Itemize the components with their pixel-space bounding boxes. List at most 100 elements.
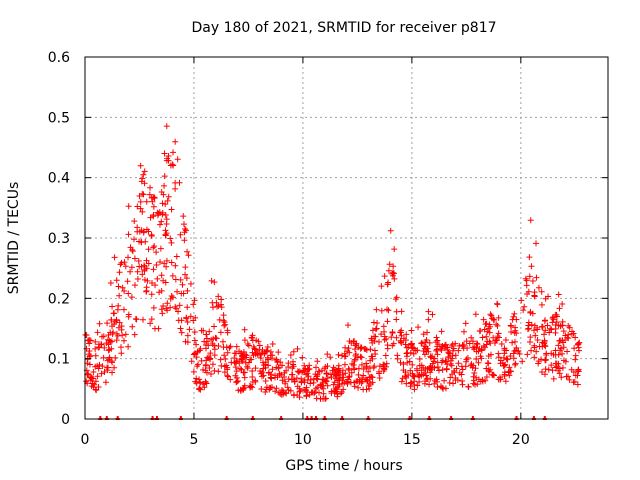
- x-tick-label: 15: [403, 432, 421, 448]
- data-point: [469, 364, 476, 371]
- data-point: [269, 366, 276, 373]
- data-point: [534, 326, 541, 333]
- y-tick-label: 0.4: [48, 171, 70, 187]
- data-point: [206, 328, 213, 335]
- data-point: [224, 349, 231, 356]
- data-point: [509, 316, 516, 323]
- data-point: [241, 384, 248, 391]
- data-point: [174, 288, 181, 295]
- data-point: [452, 352, 459, 359]
- data-point: [524, 351, 531, 358]
- data-point: [530, 327, 537, 334]
- data-point: [384, 318, 391, 325]
- data-point: [291, 378, 298, 385]
- data-point: [118, 259, 125, 266]
- data-point: [378, 283, 385, 290]
- data-point: [531, 342, 538, 349]
- data-point: [92, 352, 99, 359]
- data-point: [232, 364, 239, 371]
- data-point: [203, 335, 210, 342]
- data-point: [132, 315, 139, 322]
- data-point: [208, 277, 215, 284]
- data-point: [285, 364, 292, 371]
- data-point: [468, 361, 475, 368]
- data-point: [328, 374, 335, 381]
- data-point: [552, 311, 559, 318]
- data-point: [145, 246, 152, 253]
- data-point: [569, 328, 576, 335]
- data-point: [193, 380, 200, 387]
- data-point: [119, 332, 126, 339]
- data-point: [341, 353, 348, 360]
- data-point: [217, 301, 224, 308]
- data-point: [380, 361, 387, 368]
- data-point: [150, 203, 157, 210]
- data-point: [269, 355, 276, 362]
- data-point: [331, 389, 338, 396]
- data-point: [475, 348, 482, 355]
- data-point: [290, 376, 297, 383]
- data-point: [159, 209, 166, 216]
- data-point: [511, 361, 518, 368]
- data-point: [172, 138, 179, 145]
- data-point: [86, 337, 93, 344]
- data-point: [281, 369, 288, 376]
- data-point: [152, 282, 159, 289]
- data-point: [265, 362, 272, 369]
- data-point: [306, 362, 313, 369]
- data-point: [236, 348, 243, 355]
- data-point: [492, 337, 499, 344]
- x-tick-label: 5: [189, 432, 198, 448]
- data-point: [137, 198, 144, 205]
- data-point: [127, 268, 134, 275]
- data-point: [100, 354, 107, 361]
- data-point: [191, 350, 198, 357]
- data-point: [450, 380, 457, 387]
- data-point: [249, 349, 256, 356]
- data-point: [555, 291, 562, 298]
- data-point: [140, 229, 147, 236]
- data-point: [470, 377, 477, 384]
- data-point: [503, 355, 510, 362]
- data-point: [215, 293, 222, 300]
- data-point: [495, 314, 502, 321]
- data-point: [369, 327, 376, 334]
- data-point: [294, 345, 301, 352]
- data-point: [173, 253, 180, 260]
- data-point: [348, 369, 355, 376]
- data-point: [322, 395, 329, 402]
- data-point: [164, 300, 171, 307]
- data-point: [233, 368, 240, 375]
- data-point: [424, 376, 431, 383]
- data-point: [373, 325, 380, 332]
- data-point: [466, 340, 473, 347]
- data-point: [203, 331, 210, 338]
- data-point: [385, 267, 392, 274]
- data-point: [538, 323, 545, 330]
- data-point: [122, 331, 129, 338]
- data-point: [525, 288, 532, 295]
- data-point: [370, 319, 377, 326]
- x-tick-labels: 0 5 10 15 20: [81, 432, 530, 448]
- data-point: [202, 367, 209, 374]
- data-point: [528, 347, 535, 354]
- data-point: [324, 351, 331, 358]
- data-point: [165, 152, 172, 159]
- data-point: [151, 195, 158, 202]
- data-point: [151, 325, 158, 332]
- x-axis-label: GPS time / hours: [285, 458, 402, 474]
- chart-title: Day 180 of 2021, SRMTID for receiver p81…: [191, 20, 496, 36]
- data-point: [163, 263, 170, 270]
- data-point: [416, 378, 423, 385]
- data-point: [385, 307, 392, 314]
- data-point: [351, 383, 358, 390]
- data-point: [133, 316, 140, 323]
- data-point: [435, 341, 442, 348]
- data-point: [167, 304, 174, 311]
- data-point: [398, 378, 405, 385]
- data-point: [389, 272, 396, 279]
- data-point: [533, 348, 540, 355]
- data-point: [205, 354, 212, 361]
- data-point: [391, 246, 398, 253]
- data-point: [446, 379, 453, 386]
